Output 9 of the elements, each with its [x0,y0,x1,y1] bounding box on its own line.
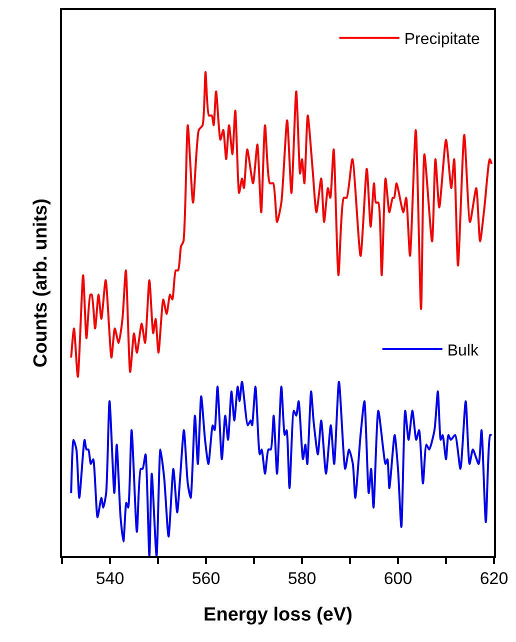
x-tick-label: 540 [96,569,124,588]
x-tick-label: 560 [192,569,220,588]
y-axis-title: Counts (arb. units) [30,198,52,368]
x-axis-title: Energy loss (eV) [204,604,352,626]
legend-label: Precipitate [404,31,480,48]
x-tick-label: 580 [288,569,316,588]
x-tick-label: 600 [384,569,412,588]
x-tick-label: 620 [480,569,508,588]
legend-label: Bulk [447,342,480,360]
